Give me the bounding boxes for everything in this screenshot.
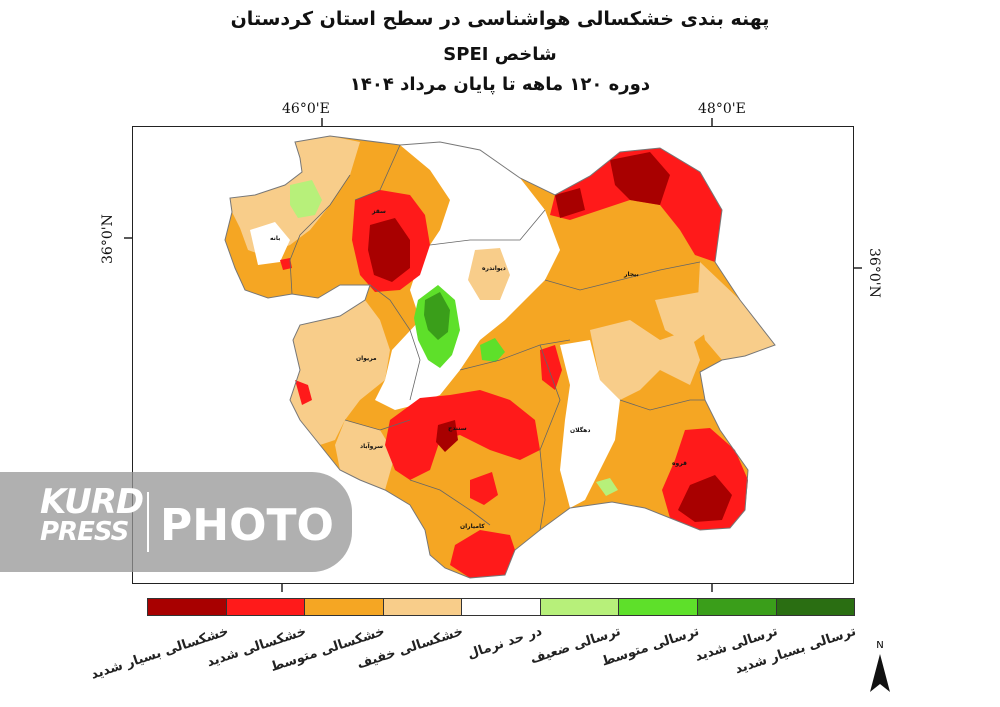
legend-swatch-3 — [383, 599, 463, 615]
city-qorveh: قروه — [672, 460, 687, 467]
city-saqqez: سقز — [371, 208, 386, 215]
watermark-word: PHOTO — [160, 500, 334, 551]
legend-color-bar — [147, 598, 855, 616]
watermark-separator — [147, 492, 149, 552]
city-marivan: مریوان — [356, 355, 377, 362]
longitude-label-46: 46°0'E — [282, 101, 330, 117]
map-index-label: شاخص SPEI — [443, 44, 557, 65]
city-sanandaj: سنندج — [448, 425, 467, 432]
watermark-brand-bottom: PRESS — [40, 517, 129, 547]
legend-swatch-1 — [226, 599, 306, 615]
longitude-label-48: 48°0'E — [698, 101, 746, 117]
north-arrow-icon — [870, 654, 890, 692]
legend-swatch-5 — [540, 599, 620, 615]
north-arrow: N — [868, 640, 892, 696]
city-sarvabad: سروآباد — [360, 441, 383, 450]
north-label: N — [876, 640, 884, 651]
watermark-brand: KURD PRESS — [40, 482, 144, 547]
city-dehgolan: دهگلان — [570, 426, 590, 434]
city-baneh: بانه — [270, 235, 280, 242]
legend-swatch-0 — [148, 599, 227, 615]
city-kamyaran: کامیاران — [460, 523, 485, 530]
watermark-brand-top: KURD — [40, 482, 144, 522]
legend-swatch-2 — [305, 599, 384, 615]
legend-swatch-7 — [697, 599, 777, 615]
legend-swatch-4 — [462, 599, 541, 615]
map-title: پهنه بندی خشکسالی هواشناسی در سطح استان … — [230, 8, 770, 30]
legend-swatch-6 — [619, 599, 698, 615]
city-bijar: بیجار — [623, 271, 639, 278]
legend-swatch-8 — [776, 599, 855, 615]
map-period-label: دوره ۱۲۰ ماهه تا پایان مرداد ۱۴۰۴ — [349, 74, 651, 95]
city-divandarreh: دیواندره — [482, 265, 506, 272]
watermark-panel — [0, 472, 352, 572]
